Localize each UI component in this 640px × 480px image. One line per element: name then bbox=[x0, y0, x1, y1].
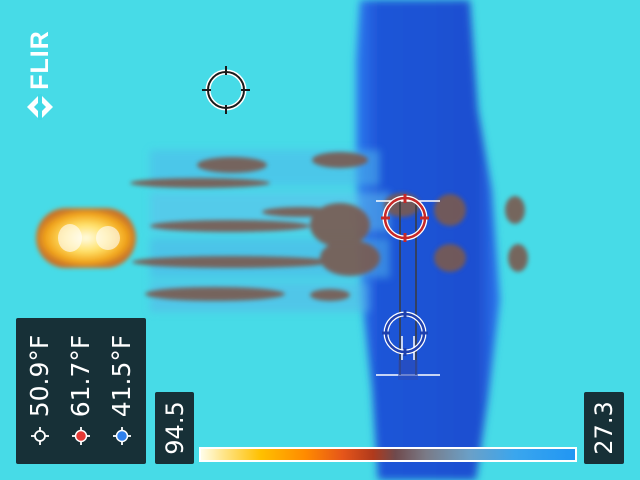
center-crosshair bbox=[202, 66, 250, 114]
hot-spot-icon bbox=[72, 427, 90, 445]
hot-spot-marker bbox=[381, 194, 429, 242]
measurement-hot-value: 61.7°F bbox=[66, 334, 95, 418]
scale-min-value: 27.3 bbox=[590, 401, 618, 455]
color-scale-bar bbox=[199, 447, 577, 462]
measurement-cold: 41.5°F bbox=[102, 318, 142, 464]
cold-band bbox=[356, 0, 500, 480]
hot-object bbox=[36, 208, 136, 268]
measurement-center-value: 50.9°F bbox=[25, 334, 54, 418]
flir-logo-text: FLIR bbox=[26, 30, 54, 90]
cold-spot-marker bbox=[382, 310, 428, 356]
flir-logo: FLIR bbox=[22, 28, 58, 120]
scale-min-panel: 27.3 bbox=[584, 392, 624, 464]
crosshair-icon bbox=[31, 427, 49, 445]
scale-max-panel: 94.5 bbox=[155, 392, 194, 464]
scale-max-value: 94.5 bbox=[161, 401, 189, 455]
measurement-cold-value: 41.5°F bbox=[107, 334, 136, 418]
measurement-center: 50.9°F bbox=[20, 318, 60, 464]
cold-spot-icon bbox=[113, 427, 131, 445]
flir-diamond-icon bbox=[27, 94, 53, 120]
measurement-hot: 61.7°F bbox=[61, 318, 101, 464]
measurement-panel: 50.9°F 61.7°F 41.5°F bbox=[16, 318, 146, 464]
